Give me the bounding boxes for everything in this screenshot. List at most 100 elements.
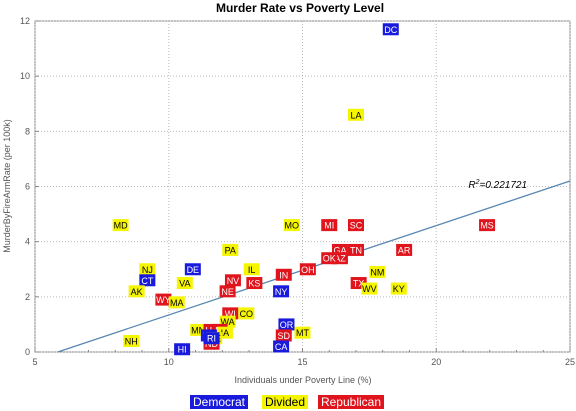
data-point-marker xyxy=(174,343,191,356)
data-point-marker xyxy=(203,332,220,345)
data-point-marker xyxy=(243,263,260,276)
data-point-marker xyxy=(246,277,263,290)
data-point-mi: MI xyxy=(321,219,338,232)
data-point-marker xyxy=(382,23,399,36)
data-point-nh: NH xyxy=(123,334,140,347)
legend-label: Democrat xyxy=(193,395,246,409)
data-point-label: NE xyxy=(221,287,234,297)
x-axis-ticks: 5 10 15 20 25 xyxy=(32,348,575,367)
data-point-label: IN xyxy=(279,270,288,280)
x-axis-label: Individuals under Poverty Line (%) xyxy=(234,375,371,385)
data-point-marker xyxy=(283,219,300,232)
data-point-sd: SD xyxy=(275,329,292,342)
data-point-label: MD xyxy=(114,221,128,231)
data-point-marker xyxy=(369,266,386,279)
data-point-label: IA xyxy=(221,328,230,338)
data-point-label: NJ xyxy=(142,265,153,275)
data-point-dc: DC xyxy=(382,23,399,36)
data-point-marker xyxy=(168,296,185,309)
data-point-label: MN xyxy=(191,325,205,335)
data-point-label: AR xyxy=(398,245,411,255)
data-point-label: WI xyxy=(225,309,236,319)
data-point-il: IL xyxy=(243,263,260,276)
data-point-marker xyxy=(155,293,172,306)
data-point-label: LA xyxy=(350,110,361,120)
data-point-label: CA xyxy=(275,342,288,352)
data-point-ms: MS xyxy=(479,219,496,232)
data-point-label: AK xyxy=(131,287,143,297)
data-point-wv: WV xyxy=(361,282,378,295)
legend-item-democrat: Democrat xyxy=(190,395,248,409)
r-squared-annotation: R2=0.221721 xyxy=(468,179,527,191)
y-tick-label: 12 xyxy=(20,16,30,26)
data-point-marker xyxy=(396,243,413,256)
data-point-marker xyxy=(479,219,496,232)
data-point-marker xyxy=(139,263,156,276)
data-point-or: OR xyxy=(278,318,295,331)
data-point-marker xyxy=(273,285,290,298)
legend-label: Republican xyxy=(321,395,381,409)
data-point-wy: WY xyxy=(155,293,172,306)
data-point-label: MI xyxy=(324,221,334,231)
chart-title: Murder Rate vs Poverty Level xyxy=(216,1,384,15)
data-point-marker xyxy=(176,277,193,290)
data-point-marker xyxy=(112,219,129,232)
x-tick-label: 10 xyxy=(164,357,174,367)
data-point-label: AZ xyxy=(334,254,346,264)
data-point-marker xyxy=(294,326,311,339)
data-point-nj: NJ xyxy=(139,263,156,276)
data-point-ma: MA xyxy=(168,296,185,309)
data-point-label: WY xyxy=(156,295,171,305)
data-point-ak: AK xyxy=(128,285,145,298)
data-point-marker xyxy=(219,285,236,298)
legend-swatch xyxy=(318,395,384,409)
data-point-ct: CT xyxy=(139,274,156,287)
y-tick-label: 2 xyxy=(25,292,30,302)
data-point-marker xyxy=(222,243,239,256)
x-tick-label: 5 xyxy=(32,357,37,367)
y-tick-label: 10 xyxy=(20,71,30,81)
data-point-label: DE xyxy=(187,265,200,275)
legend-swatch xyxy=(190,395,248,409)
data-point-la: LA xyxy=(348,108,364,121)
data-point-marker xyxy=(321,252,338,265)
data-point-ks: KS xyxy=(246,277,263,290)
data-point-label: TN xyxy=(350,245,362,255)
data-point-label: ND xyxy=(205,339,218,349)
data-point-de: DE xyxy=(184,263,201,276)
data-point-ar: AR xyxy=(396,243,413,256)
data-point-va: VA xyxy=(176,277,193,290)
x-tick-label: 25 xyxy=(565,357,575,367)
data-point-label: IL xyxy=(248,265,256,275)
data-point-pa: PA xyxy=(222,243,239,256)
data-point-label: WA xyxy=(221,317,235,327)
legend-item-divided: Divided xyxy=(262,395,308,409)
data-point-co: CO xyxy=(238,307,255,320)
data-point-in: IN xyxy=(275,268,292,281)
data-point-ny: NY xyxy=(273,285,290,298)
data-point-marker xyxy=(348,243,364,256)
data-point-label: MO xyxy=(285,221,300,231)
data-point-hi: HI xyxy=(174,343,191,356)
data-point-label: NY xyxy=(275,287,288,297)
data-point-marker xyxy=(348,219,364,232)
data-point-label: OH xyxy=(301,265,315,275)
data-point-label: KS xyxy=(248,279,260,289)
legend-item-republican: Republican xyxy=(318,395,384,409)
data-point-nm: NM xyxy=(369,266,386,279)
data-point-ne: NE xyxy=(219,285,236,298)
data-point-ok: OK xyxy=(321,252,338,265)
x-tick-label: 20 xyxy=(431,357,441,367)
data-point-nv: NV xyxy=(224,274,241,287)
data-point-marker xyxy=(390,282,407,295)
r2-superscript: 2 xyxy=(475,179,480,186)
legend-swatch xyxy=(262,395,308,409)
data-point-label: HI xyxy=(178,345,187,355)
data-point-tn: TN xyxy=(348,243,364,256)
data-point-label: OR xyxy=(280,320,294,330)
y-tick-label: 0 xyxy=(25,347,30,357)
data-point-oh: OH xyxy=(299,263,316,276)
data-point-marker xyxy=(275,329,292,342)
data-point-marker xyxy=(321,219,338,232)
